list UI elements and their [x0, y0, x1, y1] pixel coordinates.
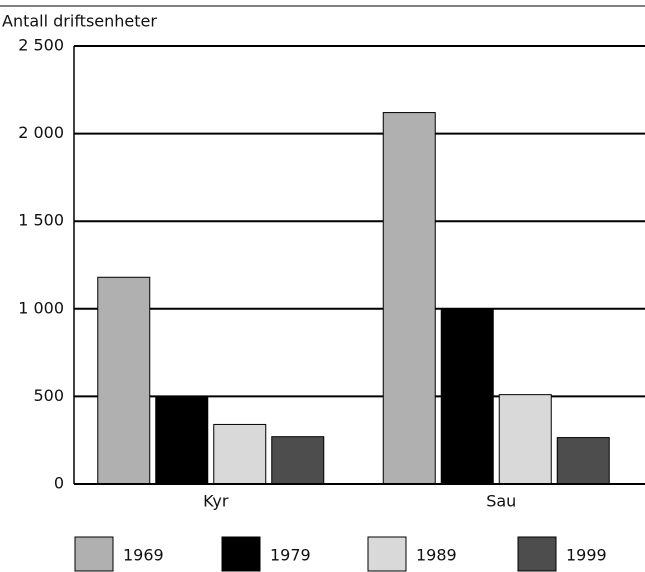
y-axis-label: Antall driftsenheter — [2, 12, 157, 31]
x-tick-label: Kyr — [203, 492, 229, 511]
bar — [498, 394, 552, 485]
bar — [97, 276, 151, 485]
y-tick-label: 2 500 — [18, 36, 64, 55]
bar — [155, 395, 209, 485]
legend-swatch — [221, 536, 261, 572]
y-tick-label: 0 — [54, 474, 64, 493]
legend-label: 1989 — [416, 546, 457, 565]
bar — [556, 437, 610, 485]
x-tick-label: Sau — [486, 492, 516, 511]
bar — [271, 436, 325, 485]
legend-swatch — [517, 536, 557, 572]
bar — [213, 423, 267, 485]
legend-swatch — [367, 536, 407, 572]
y-tick-label: 500 — [33, 386, 64, 405]
bar — [440, 308, 494, 485]
y-tick-label: 1 500 — [18, 211, 64, 230]
y-tick-label: 1 000 — [18, 298, 64, 317]
legend-label: 1999 — [566, 546, 607, 565]
bar — [382, 112, 436, 485]
legend-label: 1969 — [123, 546, 164, 565]
y-tick-label: 2 000 — [18, 123, 64, 142]
legend-label: 1979 — [270, 546, 311, 565]
legend-swatch — [74, 536, 114, 572]
